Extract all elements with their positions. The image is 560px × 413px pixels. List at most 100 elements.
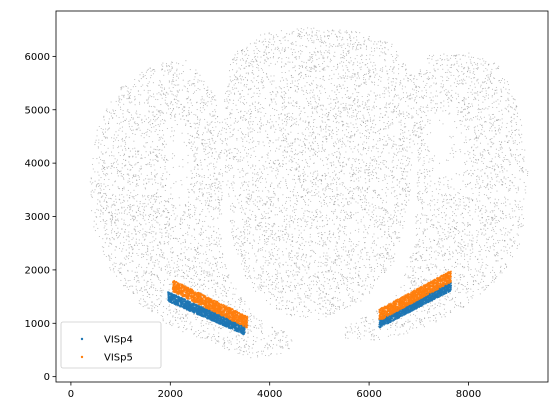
background-cell-point bbox=[186, 231, 189, 233]
background-cell-point bbox=[489, 202, 492, 204]
background-cell-point bbox=[97, 209, 99, 211]
background-cell-point bbox=[150, 164, 152, 166]
background-cell-point bbox=[146, 284, 148, 286]
background-cell-point bbox=[226, 171, 228, 173]
background-cell-point bbox=[354, 146, 356, 148]
background-cell-point bbox=[487, 166, 489, 168]
background-cell-point bbox=[180, 118, 182, 120]
background-cell-point bbox=[312, 175, 314, 178]
background-cell-point bbox=[345, 337, 347, 339]
background-cell-point bbox=[154, 169, 156, 171]
background-cell-point bbox=[168, 69, 170, 71]
background-cell-point bbox=[121, 163, 123, 165]
background-cell-point bbox=[118, 95, 120, 97]
background-cell-point bbox=[354, 58, 356, 60]
background-cell-point bbox=[177, 77, 180, 79]
background-cell-point bbox=[102, 238, 104, 240]
background-cell-point bbox=[220, 152, 222, 154]
background-cell-point bbox=[154, 226, 156, 229]
background-cell-point bbox=[194, 212, 196, 214]
background-cell-point bbox=[499, 147, 501, 149]
background-cell-point bbox=[196, 164, 198, 166]
background-cell-point bbox=[103, 136, 105, 138]
background-cell-point bbox=[373, 81, 376, 83]
background-cell-point bbox=[521, 209, 523, 211]
background-cell-point bbox=[223, 337, 225, 339]
background-cell-point bbox=[376, 163, 378, 165]
background-cell-point bbox=[205, 153, 207, 155]
background-cell-point bbox=[145, 198, 147, 200]
background-cell-point bbox=[301, 284, 303, 286]
background-cell-point bbox=[308, 142, 310, 144]
background-cell-point bbox=[491, 102, 493, 105]
background-cell-point bbox=[450, 66, 452, 68]
background-cell-point bbox=[435, 317, 437, 319]
background-cell-point bbox=[260, 247, 262, 250]
background-cell-point bbox=[148, 96, 150, 98]
background-cell-point bbox=[465, 292, 467, 294]
background-cell-point bbox=[149, 296, 151, 299]
background-cell-point bbox=[266, 153, 268, 156]
background-cell-point bbox=[510, 121, 512, 123]
background-cell-point bbox=[384, 160, 386, 162]
background-cell-point bbox=[115, 100, 117, 102]
background-cell-point bbox=[136, 280, 138, 282]
background-cell-point bbox=[477, 282, 479, 284]
background-cell-point bbox=[354, 262, 356, 264]
background-cell-point bbox=[148, 117, 150, 119]
background-cell-point bbox=[133, 83, 136, 86]
background-cell-point bbox=[161, 175, 164, 177]
background-cell-point bbox=[282, 177, 284, 179]
background-cell-point bbox=[395, 107, 398, 109]
background-cell-point bbox=[438, 238, 440, 240]
background-cell-point bbox=[468, 106, 470, 108]
background-cell-point bbox=[313, 214, 315, 216]
background-cell-point bbox=[393, 66, 395, 68]
background-cell-point bbox=[403, 147, 405, 149]
background-cell-point bbox=[213, 168, 215, 170]
background-cell-point bbox=[292, 123, 294, 125]
background-cell-point bbox=[260, 218, 262, 220]
background-cell-point bbox=[379, 75, 381, 77]
background-cell-point bbox=[278, 114, 280, 116]
background-cell-point bbox=[248, 320, 250, 322]
background-cell-point bbox=[226, 155, 228, 157]
background-cell-point bbox=[303, 215, 305, 217]
background-cell-point bbox=[261, 268, 263, 270]
background-cell-point bbox=[319, 65, 321, 68]
background-cell-point bbox=[167, 93, 169, 95]
background-cell-point bbox=[277, 200, 279, 202]
background-cell-point bbox=[348, 37, 351, 39]
background-cell-point bbox=[292, 43, 294, 45]
background-cell-point bbox=[316, 59, 318, 61]
background-cell-point bbox=[192, 284, 194, 286]
background-cell-point bbox=[477, 109, 479, 111]
background-cell-point bbox=[128, 251, 130, 253]
background-cell-point bbox=[370, 286, 372, 288]
background-cell-point bbox=[265, 112, 267, 115]
background-cell-point bbox=[505, 246, 507, 248]
background-cell-point bbox=[454, 194, 457, 196]
background-cell-point bbox=[145, 77, 147, 80]
background-cell-point bbox=[206, 245, 208, 247]
background-cell-point bbox=[209, 113, 211, 115]
background-cell-point bbox=[429, 185, 431, 187]
background-cell-point bbox=[208, 264, 210, 266]
background-cell-point bbox=[195, 89, 197, 92]
background-cell-point bbox=[365, 236, 367, 239]
background-cell-point bbox=[191, 183, 193, 185]
background-cell-point bbox=[284, 47, 287, 49]
background-cell-point bbox=[350, 327, 352, 329]
background-cell-point bbox=[476, 179, 478, 181]
background-cell-point bbox=[442, 246, 444, 248]
background-cell-point bbox=[151, 208, 153, 210]
background-cell-point bbox=[232, 230, 234, 232]
background-cell-point bbox=[446, 55, 448, 57]
background-cell-point bbox=[388, 106, 390, 109]
background-cell-point bbox=[176, 267, 178, 269]
background-cell-point bbox=[119, 199, 121, 201]
background-cell-point bbox=[284, 138, 286, 140]
background-cell-point bbox=[242, 335, 244, 337]
background-cell-point bbox=[218, 201, 221, 204]
background-cell-point bbox=[348, 256, 350, 258]
